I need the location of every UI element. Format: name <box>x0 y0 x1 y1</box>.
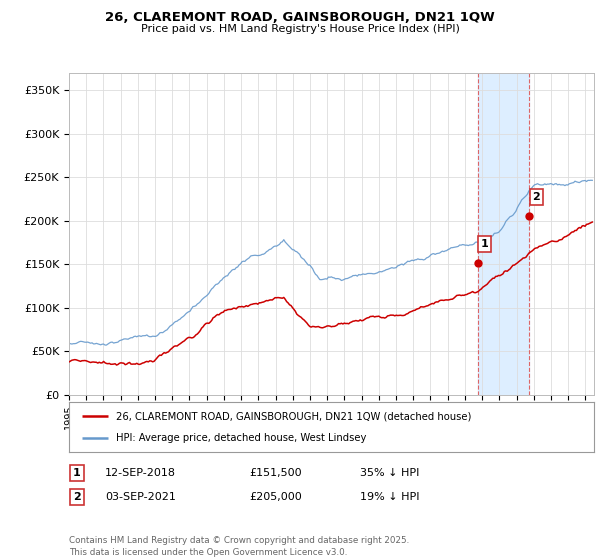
Text: £205,000: £205,000 <box>249 492 302 502</box>
Bar <box>478 73 529 395</box>
Text: 1: 1 <box>73 468 80 478</box>
Text: HPI: Average price, detached house, West Lindsey: HPI: Average price, detached house, West… <box>116 433 367 444</box>
Text: Contains HM Land Registry data © Crown copyright and database right 2025.
This d: Contains HM Land Registry data © Crown c… <box>69 536 409 557</box>
Text: 2: 2 <box>532 192 540 202</box>
Text: 2: 2 <box>73 492 80 502</box>
Text: Price paid vs. HM Land Registry's House Price Index (HPI): Price paid vs. HM Land Registry's House … <box>140 24 460 34</box>
Text: 26, CLAREMONT ROAD, GAINSBOROUGH, DN21 1QW (detached house): 26, CLAREMONT ROAD, GAINSBOROUGH, DN21 1… <box>116 411 472 421</box>
Text: 35% ↓ HPI: 35% ↓ HPI <box>360 468 419 478</box>
Text: 26, CLAREMONT ROAD, GAINSBOROUGH, DN21 1QW: 26, CLAREMONT ROAD, GAINSBOROUGH, DN21 1… <box>105 11 495 24</box>
Text: 1: 1 <box>481 239 488 249</box>
Text: 19% ↓ HPI: 19% ↓ HPI <box>360 492 419 502</box>
Text: 12-SEP-2018: 12-SEP-2018 <box>105 468 176 478</box>
Text: 03-SEP-2021: 03-SEP-2021 <box>105 492 176 502</box>
Text: £151,500: £151,500 <box>249 468 302 478</box>
